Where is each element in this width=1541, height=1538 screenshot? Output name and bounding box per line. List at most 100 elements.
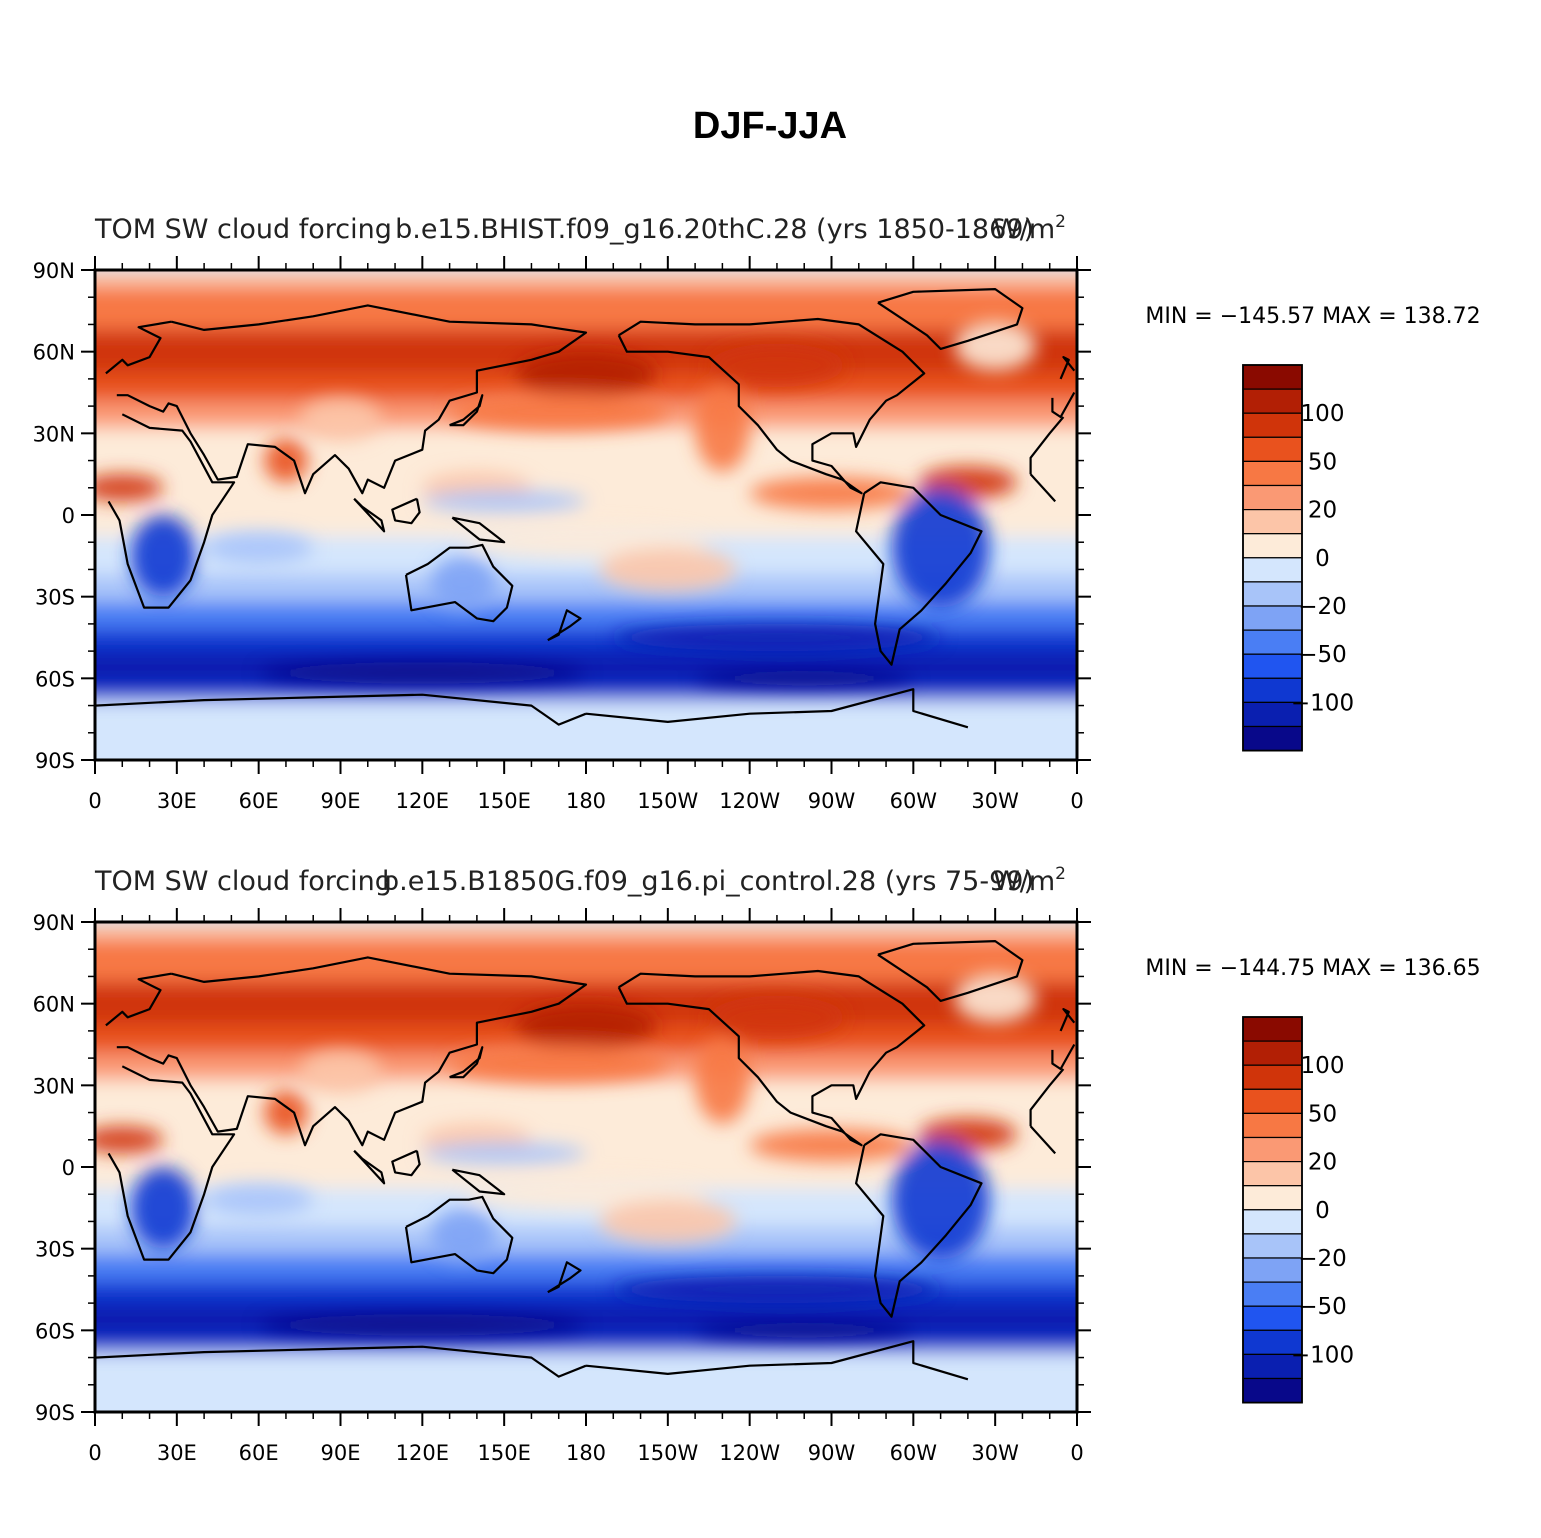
colorbar-box-10	[1242, 1257, 1303, 1283]
colorbar-label: −100	[1291, 1342, 1354, 1368]
field-anomaly-7	[891, 1139, 990, 1260]
panel-1-colorbar: 100 50 20 0 −20 −50 −100	[1242, 364, 1354, 752]
field-anomaly-17	[258, 662, 586, 684]
field-band-10	[95, 1281, 1077, 1305]
colorbar-box-4	[1242, 1112, 1303, 1139]
colorbar-label: −100	[1291, 690, 1354, 716]
lat-tick-label: 60N	[33, 993, 75, 1017]
field-band-12	[95, 1335, 1077, 1354]
panel-2-units: W/m2	[993, 864, 1066, 897]
colorbar-box-9	[1242, 1233, 1303, 1259]
field-anomaly-13	[204, 531, 314, 565]
colorbar-label: 50	[1308, 1101, 1337, 1127]
field-band-13	[95, 1352, 1077, 1412]
lat-tick-label: 90S	[35, 749, 75, 773]
lon-tick-label: 150E	[477, 1441, 530, 1465]
lon-tick-label: 150W	[637, 789, 698, 813]
panel-2-variable-title: TOM SW cloud forcing	[94, 866, 392, 897]
colorbar-label: 20	[1308, 1150, 1337, 1176]
colorbar-box-15	[1242, 725, 1303, 752]
colorbar-label: 100	[1301, 401, 1345, 427]
coastline-10	[547, 1261, 582, 1294]
colorbar-box-2	[1242, 412, 1303, 438]
colorbar-frame	[1242, 1016, 1303, 1404]
colorbar-box-7	[1242, 1185, 1303, 1211]
field-anomaly-20	[264, 438, 308, 483]
colorbar-box-8	[1242, 557, 1303, 583]
panel-1-field-blobs	[95, 321, 1037, 687]
coastline-6	[95, 688, 969, 729]
colorbar-box-11	[1242, 1281, 1303, 1307]
lon-tick-label: 90E	[321, 1441, 361, 1465]
field-anomaly-15	[708, 995, 846, 1040]
colorbar-box-0	[1242, 1016, 1303, 1042]
lon-tick-label: 60E	[239, 789, 279, 813]
field-band-9	[95, 1254, 1077, 1283]
lat-tick-label: 30S	[35, 586, 75, 610]
lon-tick-label: 180	[566, 789, 606, 813]
colorbar-frame	[1242, 364, 1303, 752]
colorbar-label: −50	[1298, 1294, 1347, 1320]
panel-1-axis-ticks: 90N 60N 30N 0 30S 60S 90S 0 30E 60E 90E 120E 150E 180…	[33, 256, 1091, 813]
coastline-11	[391, 497, 421, 525]
colorbar-label: 50	[1308, 449, 1337, 475]
panel-2-case-title: b.e15.B1850G.f09_g16.pi_control.28 (yrs …	[382, 866, 1034, 897]
field-anomaly-16	[613, 1275, 941, 1304]
coastline-12	[451, 1168, 506, 1196]
field-anomaly-16	[613, 623, 941, 652]
panel-1-case-title: b.e15.BHIST.f09_g16.20thC.28 (yrs 1850-1…	[395, 214, 1034, 245]
lat-tick-label: 90S	[35, 1401, 75, 1425]
panel-2-axis-ticks: 90N 60N 30N 0 30S 60S 90S 0 30E 60E 90E 120E 150E 180…	[33, 908, 1091, 1465]
colorbar-box-9	[1242, 581, 1303, 607]
lon-tick-label: 90E	[321, 789, 361, 813]
field-anomaly-5	[749, 476, 914, 510]
lon-tick-label: 60W	[890, 1441, 938, 1465]
field-anomaly-8	[430, 1207, 496, 1263]
coastline-7	[449, 1046, 484, 1079]
lat-tick-label: 0	[62, 504, 75, 528]
lon-tick-label: 90W	[808, 789, 856, 813]
field-anomaly-19	[422, 490, 586, 513]
field-anomaly-2	[695, 384, 750, 472]
field-anomaly-14	[954, 321, 1037, 371]
panel-2-min-max: MIN = −144.75 MAX = 136.65	[1145, 956, 1480, 981]
coastline-5	[877, 940, 1024, 1002]
field-anomaly-20	[264, 1090, 308, 1135]
field-anomaly-12	[299, 397, 382, 442]
colorbar-box-12	[1242, 653, 1303, 679]
colorbar-label: −20	[1298, 594, 1347, 620]
field-anomaly-10	[599, 547, 737, 592]
field-anomaly-19	[422, 1142, 586, 1165]
field-band-1	[95, 286, 1077, 331]
lon-tick-label: 0	[1070, 789, 1083, 813]
colorbar-box-12	[1242, 1305, 1303, 1331]
field-anomaly-7	[891, 487, 990, 608]
lon-tick-label: 150E	[477, 789, 530, 813]
coastline-10	[547, 609, 582, 642]
colorbar-box-4	[1242, 460, 1303, 487]
field-band-12	[95, 683, 1077, 702]
colorbar-box-5	[1242, 484, 1303, 511]
lon-tick-label: 30W	[971, 789, 1019, 813]
main-title: DJF-JJA	[693, 105, 847, 147]
field-anomaly-6	[130, 515, 196, 597]
colorbar-box-1	[1242, 1040, 1303, 1066]
colorbar-box-7	[1242, 533, 1303, 559]
colorbar-box-11	[1242, 629, 1303, 655]
lon-tick-label: 120E	[396, 789, 449, 813]
colorbar-label: 100	[1301, 1053, 1345, 1079]
coastline-1	[105, 956, 1076, 1147]
colorbar-box-2	[1242, 1064, 1303, 1090]
lat-tick-label: 30N	[33, 422, 75, 446]
lon-tick-label: 30E	[157, 1441, 197, 1465]
field-band-5	[95, 427, 1077, 467]
coastline-3	[617, 969, 926, 1147]
coastline-7	[449, 394, 484, 427]
colorbar-box-6	[1242, 1160, 1303, 1187]
lon-tick-label: 60W	[890, 789, 938, 813]
field-anomaly-13	[204, 1183, 314, 1216]
lon-tick-label: 0	[1070, 1441, 1083, 1465]
field-band-1	[95, 938, 1077, 983]
colorbar-box-5	[1242, 1136, 1303, 1163]
lat-tick-label: 90N	[33, 259, 75, 283]
